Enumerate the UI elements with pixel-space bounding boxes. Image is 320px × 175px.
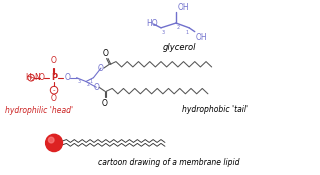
Text: O: O bbox=[103, 48, 108, 58]
Text: 1: 1 bbox=[185, 30, 188, 35]
Text: hydrophilic 'head': hydrophilic 'head' bbox=[5, 106, 73, 116]
Text: 1: 1 bbox=[89, 79, 92, 84]
Text: +: + bbox=[29, 75, 34, 80]
Text: HO: HO bbox=[146, 19, 158, 29]
Text: H$_2$N: H$_2$N bbox=[25, 71, 41, 84]
Text: 3: 3 bbox=[162, 30, 165, 35]
Circle shape bbox=[46, 134, 62, 152]
Text: O: O bbox=[64, 73, 70, 82]
Text: hydrophobic 'tail': hydrophobic 'tail' bbox=[182, 104, 248, 114]
Text: O: O bbox=[51, 56, 57, 65]
Text: cartoon drawing of a membrane lipid: cartoon drawing of a membrane lipid bbox=[98, 158, 239, 167]
Text: glycerol: glycerol bbox=[163, 43, 196, 52]
Text: O: O bbox=[39, 73, 45, 82]
Text: OH: OH bbox=[196, 33, 207, 42]
Text: P: P bbox=[51, 73, 57, 82]
Text: 2: 2 bbox=[177, 25, 180, 30]
Text: 2: 2 bbox=[87, 82, 90, 88]
Circle shape bbox=[48, 137, 54, 143]
Text: 3: 3 bbox=[77, 79, 81, 84]
Text: O: O bbox=[102, 99, 108, 108]
Text: OH: OH bbox=[178, 2, 189, 12]
Text: O: O bbox=[98, 64, 104, 73]
Text: -: - bbox=[53, 87, 55, 93]
Text: O: O bbox=[93, 83, 99, 92]
Text: O: O bbox=[51, 94, 57, 103]
